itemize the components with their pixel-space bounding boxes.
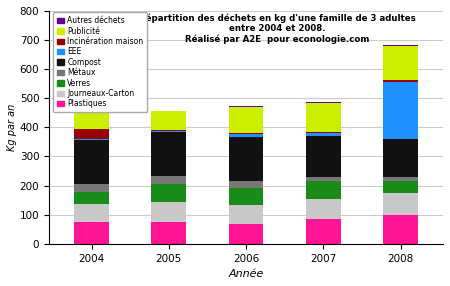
Bar <box>152 132 186 176</box>
Bar <box>74 139 109 140</box>
Bar <box>229 205 263 224</box>
Bar <box>229 181 263 188</box>
Bar <box>306 177 341 181</box>
Bar <box>306 181 341 199</box>
Bar <box>383 139 418 177</box>
Bar <box>383 80 418 82</box>
Bar <box>229 134 263 137</box>
Bar <box>383 46 418 80</box>
Bar <box>383 215 418 244</box>
Bar <box>152 131 186 132</box>
Bar <box>74 222 109 244</box>
Bar <box>383 82 418 139</box>
X-axis label: Année: Année <box>228 269 264 279</box>
Bar <box>306 199 341 219</box>
Legend: Autres déchets, Publicité, Incinération maison, EEE, Compost, Métaux, Verres, Jo: Autres déchets, Publicité, Incinération … <box>53 12 147 112</box>
Bar <box>152 111 186 130</box>
Bar <box>229 137 263 181</box>
Bar <box>229 133 263 134</box>
Bar <box>383 181 418 193</box>
Bar <box>306 219 341 244</box>
Bar <box>306 132 341 133</box>
Bar <box>152 184 186 202</box>
Bar <box>229 106 263 107</box>
Bar <box>229 188 263 205</box>
Bar <box>383 193 418 215</box>
Bar <box>306 103 341 132</box>
Bar <box>383 177 418 181</box>
Bar <box>306 136 341 177</box>
Y-axis label: Kg par an: Kg par an <box>7 104 17 151</box>
Bar <box>74 192 109 204</box>
Bar <box>152 222 186 244</box>
Bar <box>74 100 109 129</box>
Bar <box>74 140 109 184</box>
Bar <box>306 133 341 136</box>
Bar <box>229 107 263 133</box>
Bar <box>229 224 263 244</box>
Bar <box>74 184 109 192</box>
Bar <box>74 204 109 222</box>
Bar <box>152 130 186 131</box>
Bar <box>383 45 418 46</box>
Bar <box>74 129 109 139</box>
Bar <box>152 176 186 184</box>
Bar <box>152 202 186 222</box>
Text: Répartition des déchets en kg d'une famille de 3 adultes
entre 2004 et 2008.
Réa: Répartition des déchets en kg d'une fami… <box>139 13 416 44</box>
Bar <box>306 102 341 103</box>
